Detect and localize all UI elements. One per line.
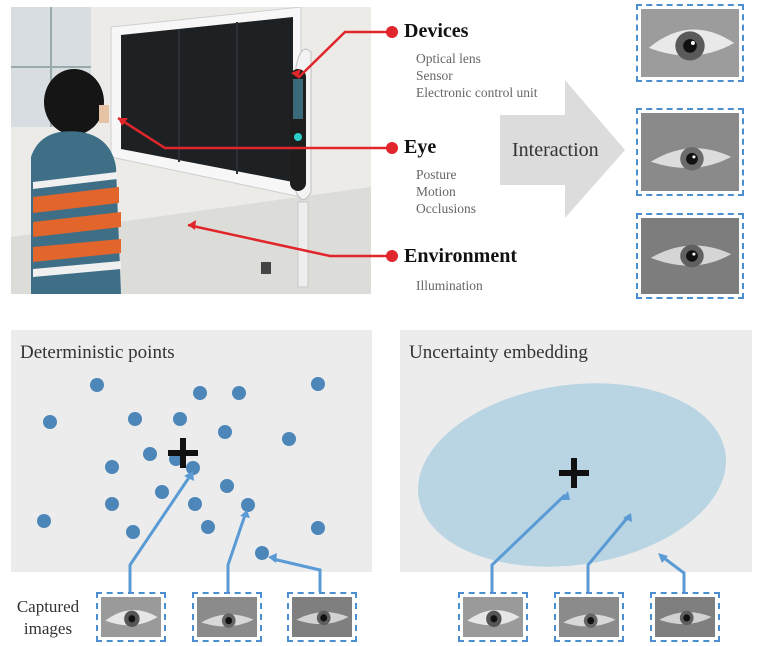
mean-plus-icon-right [559, 458, 589, 488]
point [128, 412, 142, 426]
captured-label-line1: Captured [16, 597, 80, 616]
devices-arrowhead [291, 69, 301, 78]
uncertainty-panel-title: Uncertainty embedding [409, 342, 588, 363]
eye-item-occlusions: Occlusions [416, 201, 476, 216]
devices-pointer-line [297, 30, 392, 79]
environment-item-illumination: Illumination [416, 278, 483, 293]
point [232, 386, 246, 400]
arrowhead-r2 [623, 513, 632, 522]
arrow-image1-to-point [128, 475, 192, 594]
captured-images-label: Captured images [8, 596, 88, 640]
arrowhead-3 [268, 553, 277, 563]
point [282, 432, 296, 446]
point [43, 415, 57, 429]
eye-item-motion: Motion [416, 184, 456, 199]
arrowhead-r3 [658, 553, 668, 563]
eye-pointer-line [117, 116, 392, 150]
point [193, 386, 207, 400]
point [241, 498, 255, 512]
environment-pointer-dot [386, 250, 398, 262]
eye-image-3 [636, 213, 744, 299]
arrow-image3-to-point [272, 557, 322, 594]
point [186, 461, 200, 475]
captured-label-line2: images [23, 619, 73, 638]
interaction-arrow [500, 80, 625, 218]
interaction-label: Interaction [512, 139, 599, 161]
point [37, 514, 51, 528]
arrowhead-2 [240, 510, 250, 518]
point [126, 525, 140, 539]
point [188, 497, 202, 511]
point [105, 460, 119, 474]
arrowhead-r1 [561, 491, 570, 500]
point [218, 425, 232, 439]
point [173, 412, 187, 426]
eye-item-posture: Posture [416, 167, 457, 182]
environment-items: Illumination [416, 277, 483, 294]
captured-image-right-3 [650, 592, 720, 642]
eye-image-3-graphic [641, 218, 739, 294]
captured-image-right-1-graphic [463, 597, 523, 637]
point [311, 521, 325, 535]
eye-image-1-graphic [641, 9, 739, 77]
mean-plus-icon [168, 438, 198, 468]
point [105, 497, 119, 511]
point [255, 546, 269, 560]
environment-title: Environment [404, 245, 517, 267]
devices-item-sensor: Sensor [416, 68, 453, 83]
devices-item-ecu: Electronic control unit [416, 85, 538, 100]
devices-title: Devices [404, 20, 469, 42]
point [90, 378, 104, 392]
devices-items: Optical lens Sensor Electronic control u… [416, 50, 537, 101]
captured-image-right-3-graphic [655, 597, 715, 637]
eye-items: Posture Motion Occlusions [416, 166, 476, 217]
point [201, 520, 215, 534]
captured-image-left-2 [192, 592, 262, 642]
environment-arrowhead [188, 220, 196, 230]
arrow-right-image1 [490, 493, 567, 594]
captured-image-left-3 [287, 592, 357, 642]
arrowhead-1 [184, 471, 194, 481]
captured-image-left-3-graphic [292, 597, 352, 637]
eye-pointer-dot [386, 142, 398, 154]
point [143, 447, 157, 461]
eye-image-2 [636, 108, 744, 196]
captured-image-right-2-graphic [559, 597, 619, 637]
devices-pointer-dot [386, 26, 398, 38]
eye-image-1 [636, 4, 744, 82]
point [220, 479, 234, 493]
eye-image-2-graphic [641, 113, 739, 191]
point [311, 377, 325, 391]
point [155, 485, 169, 499]
arrow-right-image3 [663, 556, 686, 594]
captured-image-right-2 [554, 592, 624, 642]
captured-image-left-2-graphic [197, 597, 257, 637]
arrow-image2-to-point [226, 514, 247, 594]
captured-image-right-1 [458, 592, 528, 642]
scene-photo [11, 7, 371, 294]
arrow-right-image2 [586, 516, 630, 594]
deterministic-panel-title: Deterministic points [20, 342, 175, 363]
captured-image-left-1-graphic [101, 597, 161, 637]
captured-image-left-1 [96, 592, 166, 642]
environment-pointer-line [187, 223, 392, 258]
eye-title: Eye [404, 136, 437, 158]
eye-arrowhead [118, 118, 128, 126]
scene-illustration [11, 7, 371, 294]
devices-item-optical-lens: Optical lens [416, 51, 481, 66]
